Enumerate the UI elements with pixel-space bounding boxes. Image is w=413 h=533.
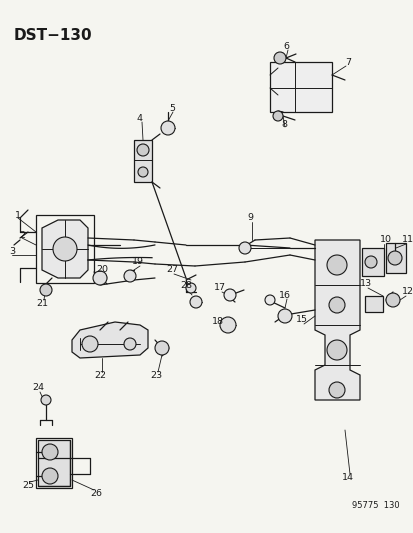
Circle shape (161, 121, 175, 135)
Bar (269, 62, 331, 112)
Text: 18: 18 (211, 318, 223, 327)
Bar (36, 215, 94, 283)
Text: 10: 10 (379, 236, 391, 245)
Text: 4: 4 (137, 114, 142, 123)
Circle shape (124, 338, 136, 350)
Bar (36, 438, 72, 488)
Circle shape (185, 283, 195, 293)
Circle shape (264, 295, 274, 305)
Circle shape (42, 468, 58, 484)
Circle shape (223, 289, 235, 301)
Text: 21: 21 (36, 300, 48, 309)
Text: 1: 1 (15, 211, 21, 220)
Text: 11: 11 (401, 236, 413, 245)
Text: 17: 17 (214, 284, 225, 293)
Text: 26: 26 (90, 489, 102, 498)
Bar (38, 440, 70, 486)
Text: 3: 3 (9, 247, 15, 256)
Circle shape (385, 293, 399, 307)
Text: 2: 2 (19, 230, 25, 239)
Circle shape (138, 167, 147, 177)
Text: 25: 25 (22, 481, 34, 490)
Circle shape (364, 256, 376, 268)
Polygon shape (72, 322, 147, 358)
Circle shape (124, 270, 136, 282)
Text: 6: 6 (282, 42, 288, 51)
Circle shape (326, 340, 346, 360)
Text: 24: 24 (32, 384, 44, 392)
Text: 22: 22 (94, 372, 106, 381)
Polygon shape (314, 240, 359, 400)
Circle shape (82, 336, 98, 352)
Circle shape (219, 317, 235, 333)
Circle shape (272, 111, 282, 121)
Text: 9: 9 (247, 214, 252, 222)
Circle shape (40, 284, 52, 296)
Text: 27: 27 (166, 265, 178, 274)
Bar (385, 243, 405, 273)
Text: 15: 15 (295, 316, 307, 325)
Circle shape (238, 242, 250, 254)
Text: 28: 28 (180, 281, 192, 290)
Circle shape (41, 395, 51, 405)
Text: 7: 7 (344, 58, 350, 67)
Circle shape (273, 52, 285, 64)
Bar (364, 296, 382, 312)
Circle shape (93, 271, 107, 285)
Circle shape (53, 237, 77, 261)
Text: 5: 5 (169, 103, 175, 112)
Text: 12: 12 (401, 287, 413, 296)
Text: 13: 13 (359, 279, 371, 288)
Polygon shape (42, 220, 88, 278)
Circle shape (277, 309, 291, 323)
Circle shape (328, 382, 344, 398)
Circle shape (328, 297, 344, 313)
Text: 8: 8 (280, 119, 286, 128)
Circle shape (137, 144, 149, 156)
Text: 16: 16 (278, 290, 290, 300)
Circle shape (326, 255, 346, 275)
Text: 20: 20 (96, 265, 108, 274)
Circle shape (154, 341, 169, 355)
Text: 23: 23 (150, 372, 161, 381)
Text: DST−130: DST−130 (14, 28, 93, 43)
Circle shape (190, 296, 202, 308)
Circle shape (387, 251, 401, 265)
Text: 19: 19 (132, 257, 144, 266)
Circle shape (42, 444, 58, 460)
Bar (134, 140, 152, 182)
Text: 95775  130: 95775 130 (351, 501, 399, 510)
Text: 14: 14 (341, 473, 353, 482)
Bar (361, 248, 383, 276)
